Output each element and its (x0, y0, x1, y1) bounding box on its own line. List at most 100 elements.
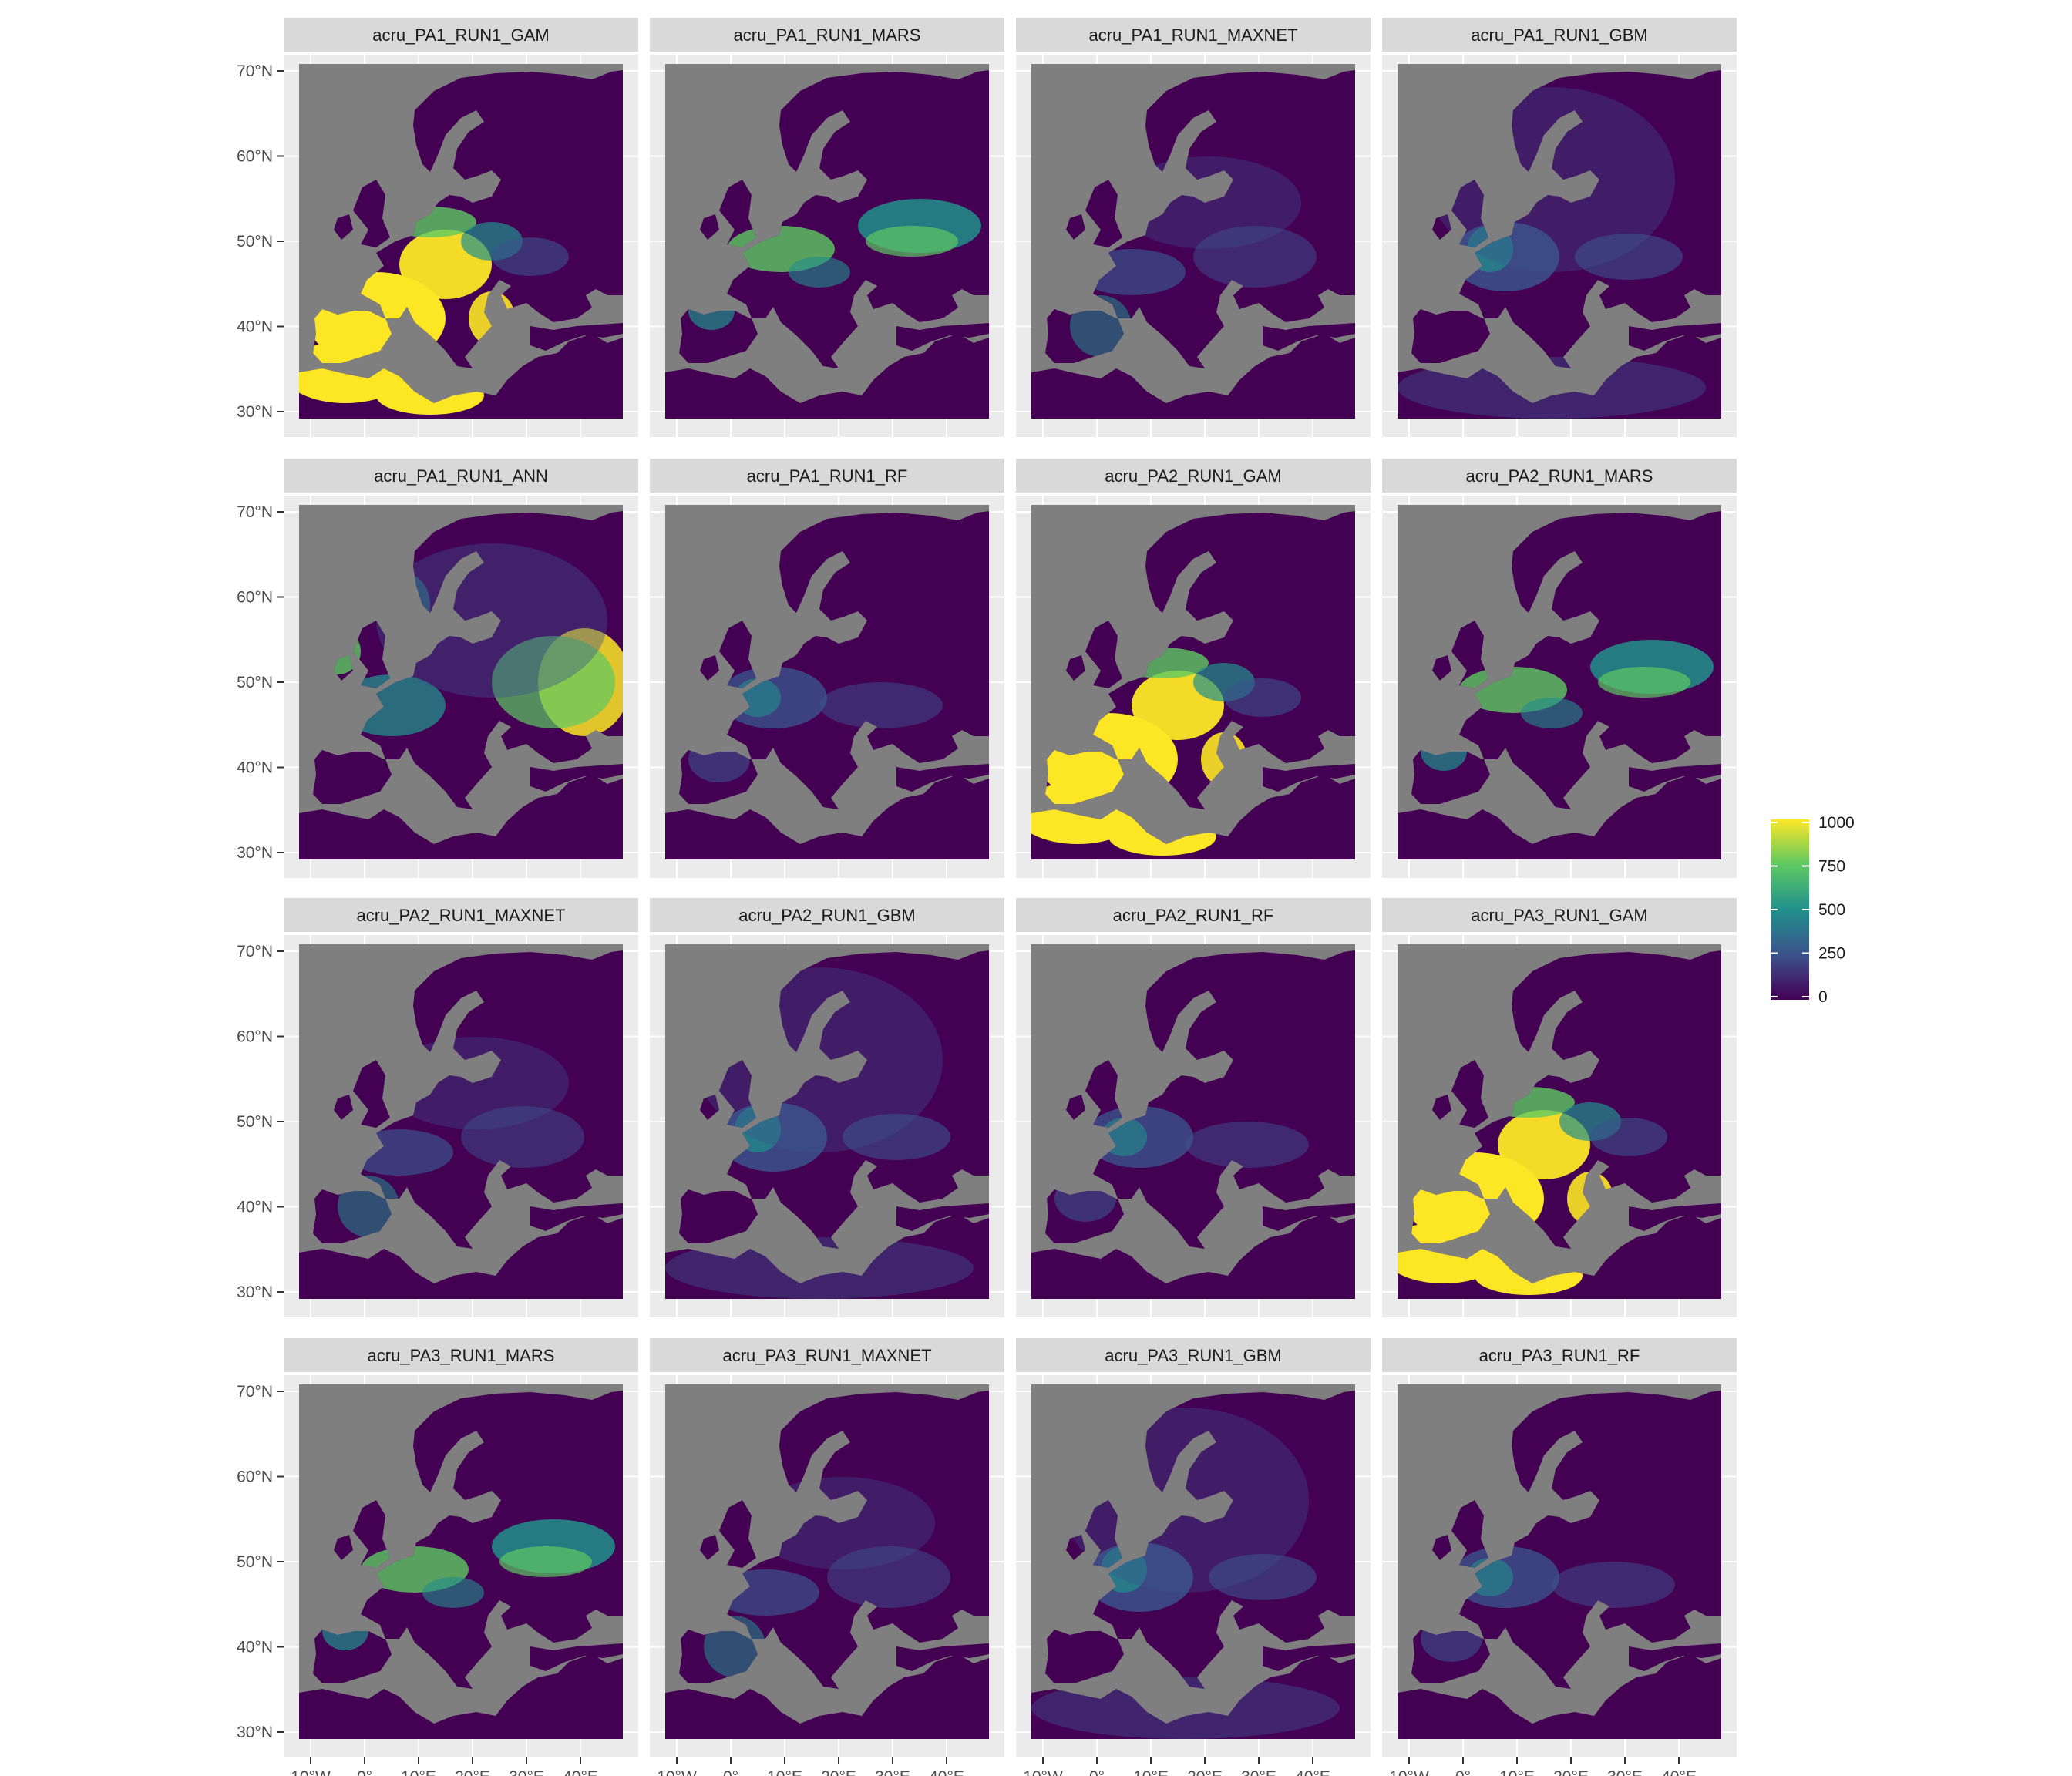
y-tick-label: 70°N (237, 62, 273, 80)
facet-panel-2: acru_PA1_RUN1_MARS (650, 18, 1004, 437)
x-tick-label: 30°E (509, 1768, 544, 1776)
y-tick-label: 30°N (237, 1724, 273, 1741)
facet-strip-label: acru_PA1_RUN1_GBM (1471, 25, 1647, 45)
y-tick-label: 60°N (237, 1468, 273, 1486)
x-tick-label: 10°E (1133, 1768, 1169, 1776)
facet-strip-label: acru_PA3_RUN1_GBM (1105, 1346, 1281, 1365)
x-tick-label: 0° (723, 1768, 738, 1776)
x-tick-label: 10°E (767, 1768, 802, 1776)
facet-panel-4: acru_PA1_RUN1_GBM (1382, 18, 1737, 437)
facet-strip (284, 898, 638, 932)
map-raster (299, 64, 623, 419)
y-tick-label: 60°N (237, 148, 273, 166)
facet-panel-16: acru_PA3_RUN1_RF (1382, 1338, 1737, 1758)
facet-strip (650, 459, 1004, 493)
map-raster (299, 944, 623, 1299)
facet-strip (1382, 898, 1737, 932)
y-tick-label: 50°N (237, 674, 273, 691)
y-tick-label: 40°N (237, 1199, 273, 1216)
hotspot (789, 257, 850, 288)
facet-strip (1382, 1338, 1737, 1372)
y-tick-label: 50°N (237, 233, 273, 251)
map-raster (299, 1384, 623, 1739)
facet-strip-label: acru_PA1_RUN1_MARS (734, 25, 921, 45)
colorbar-legend: 0 250 500 750 1000 (1771, 814, 1855, 1006)
map-raster (665, 64, 989, 419)
y-tick-label: 60°N (237, 589, 273, 607)
hotspot (827, 1546, 950, 1608)
y-tick-label: 30°N (237, 403, 273, 421)
facet-panel-3: acru_PA1_RUN1_MAXNET (1016, 18, 1371, 437)
facet-strip-label: acru_PA1_RUN1_MAXNET (1088, 25, 1297, 45)
hotspot (1552, 1562, 1675, 1608)
facet-strip (650, 18, 1004, 52)
facet-strip-label: acru_PA3_RUN1_RF (1479, 1346, 1640, 1365)
map-raster (299, 505, 623, 859)
hotspot (492, 237, 569, 276)
x-tick-label: 20°E (455, 1768, 490, 1776)
facet-panel-8: acru_PA2_RUN1_MARS (1382, 459, 1737, 878)
x-tick-label: 10°W (291, 1768, 331, 1776)
colorbar-label: 500 (1818, 901, 1845, 919)
facet-strip-label: acru_PA1_RUN1_GAM (372, 25, 549, 45)
facet-strip (650, 1338, 1004, 1372)
hotspot (1193, 226, 1317, 288)
x-tick-label: 20°E (1553, 1768, 1589, 1776)
facet-panel-15: acru_PA3_RUN1_GBM (1016, 1338, 1371, 1758)
x-tick-label: 0° (1089, 1768, 1105, 1776)
y-tick-label: 60°N (237, 1028, 273, 1046)
map-raster (1031, 944, 1355, 1299)
facet-strip-label: acru_PA1_RUN1_RF (747, 466, 908, 486)
x-tick-label: 40°E (1661, 1768, 1697, 1776)
map-raster (665, 1384, 989, 1739)
x-tick-label: 0° (1455, 1768, 1471, 1776)
x-tick-label: 40°E (563, 1768, 598, 1776)
facet-strip-label: acru_PA2_RUN1_GBM (738, 906, 915, 925)
facet-strip (1016, 898, 1371, 932)
colorbar-label: 1000 (1818, 814, 1855, 832)
hotspot (866, 226, 958, 257)
y-tick-label: 40°N (237, 318, 273, 336)
facet-panel-6: acru_PA1_RUN1_RF (650, 459, 1004, 878)
map-raster (1398, 1384, 1721, 1739)
hotspot (1521, 698, 1583, 728)
y-tick-label: 70°N (237, 943, 273, 960)
hotspot (500, 1546, 592, 1577)
map-raster (665, 944, 989, 1299)
x-tick-label: 30°E (1241, 1768, 1276, 1776)
y-tick-label: 40°N (237, 1639, 273, 1657)
x-tick-label: 20°E (1187, 1768, 1223, 1776)
hotspot (1224, 678, 1301, 717)
map-raster (665, 505, 989, 859)
x-tick-label: 10°E (401, 1768, 436, 1776)
x-tick-label: 40°E (929, 1768, 964, 1776)
hotspot (1598, 667, 1690, 698)
x-tick-label: 10°W (657, 1768, 697, 1776)
facet-panel-14: acru_PA3_RUN1_MAXNET (650, 1338, 1004, 1758)
y-tick-label: 30°N (237, 1283, 273, 1301)
colorbar-label: 250 (1818, 945, 1845, 963)
facet-strip (1016, 459, 1371, 493)
facet-strip (284, 459, 638, 493)
x-tick-label: 10°W (1389, 1768, 1429, 1776)
facet-strip (1016, 18, 1371, 52)
facet-panel-12: acru_PA3_RUN1_GAM (1382, 898, 1737, 1317)
facet-strip-label: acru_PA3_RUN1_MAXNET (722, 1346, 931, 1365)
hotspot (1186, 1122, 1309, 1168)
facet-panel-5: acru_PA1_RUN1_ANN (284, 459, 638, 878)
y-tick-label: 50°N (237, 1113, 273, 1131)
y-tick-label: 70°N (237, 503, 273, 521)
facet-strip (650, 898, 1004, 932)
x-tick-label: 40°E (1295, 1768, 1330, 1776)
hotspot (1575, 234, 1683, 280)
y-tick-label: 70°N (237, 1383, 273, 1401)
facet-strip-label: acru_PA2_RUN1_MARS (1466, 466, 1653, 486)
hotspot (1590, 1118, 1667, 1156)
facet-strip-label: acru_PA2_RUN1_MAXNET (356, 906, 565, 925)
x-tick-label: 30°E (1607, 1768, 1643, 1776)
map-raster (1031, 505, 1355, 859)
x-tick-label: 10°E (1499, 1768, 1535, 1776)
hotspot (1209, 1554, 1317, 1600)
hotspot (422, 1577, 484, 1608)
facet-panel-7: acru_PA2_RUN1_GAM (1016, 459, 1371, 878)
